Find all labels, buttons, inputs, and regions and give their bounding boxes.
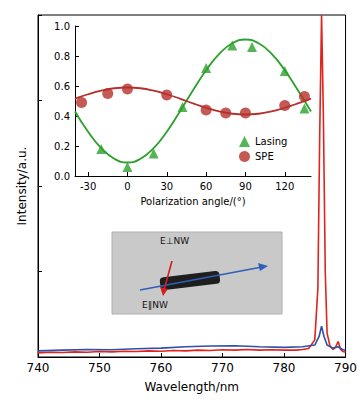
svg-text:0.8: 0.8 — [54, 51, 70, 62]
svg-text:90: 90 — [239, 181, 252, 192]
svg-text:750: 750 — [88, 361, 111, 375]
svg-text:-30: -30 — [80, 181, 96, 192]
svg-text:0: 0 — [124, 181, 130, 192]
svg-text:60: 60 — [200, 181, 213, 192]
svg-text:1.0: 1.0 — [54, 21, 70, 32]
svg-text:0.4: 0.4 — [54, 111, 70, 122]
svg-text:740: 740 — [27, 361, 50, 375]
svg-text:120: 120 — [275, 181, 294, 192]
svg-text:Intensity/a.u.: Intensity/a.u. — [15, 147, 29, 226]
svg-text:0.2: 0.2 — [54, 141, 70, 152]
svg-text:780: 780 — [273, 361, 296, 375]
svg-text:E∥NW: E∥NW — [142, 300, 168, 310]
svg-text:30: 30 — [160, 181, 173, 192]
svg-text:Wavelength/nm: Wavelength/nm — [145, 380, 240, 394]
svg-text:760: 760 — [150, 361, 173, 375]
svg-text:SPE: SPE — [255, 151, 274, 162]
svg-text:790: 790 — [334, 361, 357, 375]
svg-text:770: 770 — [211, 361, 234, 375]
svg-text:0.6: 0.6 — [54, 81, 70, 92]
svg-text:E⊥NW: E⊥NW — [160, 236, 189, 246]
svg-text:Lasing: Lasing — [255, 136, 287, 147]
svg-text:0.0: 0.0 — [54, 171, 70, 182]
svg-text:Polarization angle/(°): Polarization angle/(°) — [140, 196, 245, 207]
